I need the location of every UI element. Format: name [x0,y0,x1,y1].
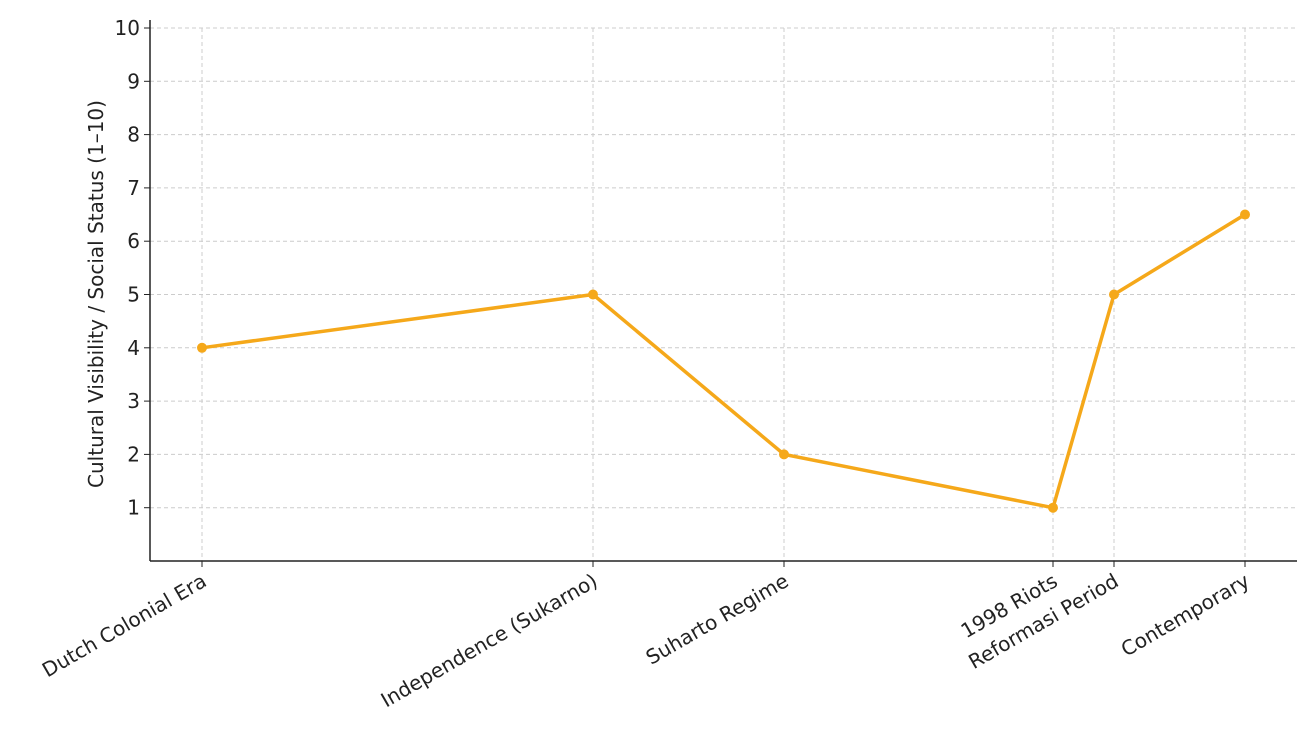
point [1109,289,1119,300]
y-tick-label: 4 [127,336,140,360]
point [588,289,598,300]
point [779,449,789,460]
y-tick-label: 8 [127,123,140,147]
y-tick-label: 2 [127,442,140,466]
x-tick-label: Dutch Colonial Era [38,569,211,683]
y-tick-label: 1 [127,496,140,520]
y-tick-label: 5 [127,283,140,307]
point [1240,209,1250,220]
point [1048,502,1058,513]
y-tick-label: 6 [127,229,140,253]
y-tick-label: 10 [115,16,140,40]
y-tick-label: 7 [127,176,140,200]
y-tick-label: 3 [127,389,140,413]
x-tick-label: Suharto Regime [642,569,793,670]
x-tick-label: Independence (Sukarno) [377,569,602,713]
y-axis-label: Cultural Visibility / Social Status (1–1… [84,100,108,488]
x-tick-label: Contemporary [1117,568,1254,661]
line [201,213,1246,510]
y-tick-label: 9 [127,69,140,93]
point [197,342,207,353]
